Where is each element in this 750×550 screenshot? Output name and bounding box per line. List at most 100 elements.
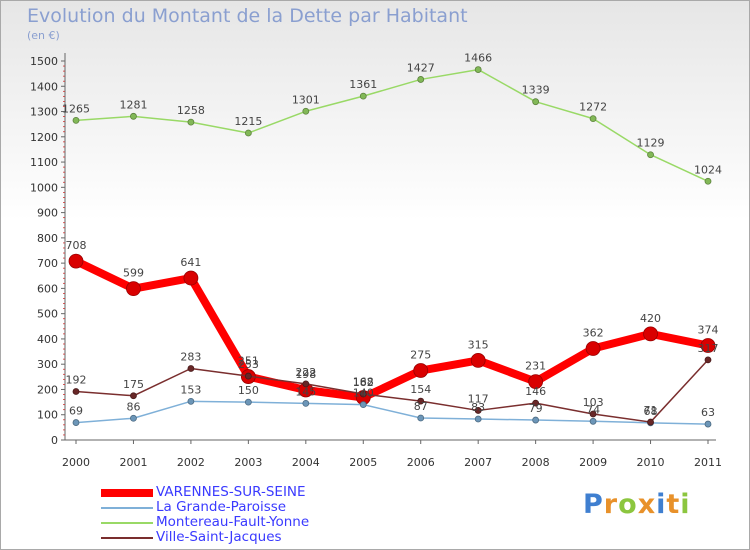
data-point — [302, 107, 310, 115]
chart-subtitle: (en €) — [27, 29, 60, 42]
data-point — [130, 112, 137, 120]
data-label: 150 — [238, 384, 259, 397]
x-tick-label: 2004 — [292, 456, 320, 469]
data-label: 1361 — [349, 78, 377, 91]
data-point — [647, 418, 654, 426]
y-tick-label: 700 — [37, 257, 58, 270]
data-label: 1265 — [62, 102, 90, 115]
data-label: 1281 — [119, 98, 147, 111]
x-tick-label: 2009 — [579, 456, 607, 469]
data-point — [72, 116, 80, 124]
data-label: 420 — [640, 312, 661, 325]
y-tick-label: 300 — [37, 358, 58, 371]
data-label: 192 — [66, 373, 87, 386]
data-label: 1129 — [637, 137, 665, 150]
x-tick-label: 2003 — [234, 456, 262, 469]
data-point — [528, 374, 544, 390]
data-point — [474, 407, 482, 414]
data-label: 1339 — [522, 84, 550, 97]
data-point — [704, 356, 712, 364]
legend-swatch — [101, 489, 153, 497]
data-point — [130, 414, 137, 422]
data-label: 1301 — [292, 93, 320, 106]
data-label: 146 — [525, 385, 546, 398]
legend-swatch — [101, 522, 153, 524]
data-label: 708 — [66, 239, 87, 252]
legend-swatch — [101, 537, 153, 539]
y-tick-label: 200 — [37, 383, 58, 396]
legend-label: La Grande-Paroisse — [156, 499, 287, 515]
data-label: 1258 — [177, 104, 205, 117]
data-point — [126, 281, 141, 297]
y-tick-label: 500 — [37, 308, 58, 321]
data-label: 68 — [644, 405, 658, 418]
y-tick-label: 1100 — [30, 156, 58, 169]
data-point — [532, 416, 540, 424]
y-tick-label: 0 — [51, 434, 58, 447]
logo-letter: o — [618, 489, 638, 520]
data-point — [532, 98, 540, 106]
data-point — [589, 410, 597, 418]
data-point — [704, 420, 712, 428]
data-label: 175 — [123, 378, 144, 391]
data-point — [187, 365, 195, 372]
data-label: 1024 — [694, 163, 722, 176]
data-label: 283 — [180, 350, 201, 363]
logo-letter: r — [603, 489, 619, 520]
logo-letter: i — [680, 489, 691, 520]
data-label: 63 — [701, 406, 715, 419]
data-label: 182 — [353, 376, 374, 389]
data-label: 599 — [123, 267, 144, 280]
data-point — [643, 326, 658, 342]
data-label: 222 — [295, 366, 316, 379]
x-tick-label: 2007 — [464, 456, 492, 469]
data-point — [474, 415, 482, 423]
data-point — [700, 338, 716, 353]
data-label: 1215 — [234, 115, 262, 128]
data-point — [187, 118, 195, 126]
data-label: 154 — [410, 383, 431, 396]
data-label: 103 — [583, 396, 604, 409]
y-tick-label: 1300 — [30, 106, 58, 119]
data-label: 641 — [180, 256, 201, 269]
x-tick-label: 2000 — [62, 456, 90, 469]
data-point — [302, 380, 310, 388]
data-point — [244, 372, 252, 380]
data-point — [244, 398, 252, 406]
data-point — [704, 177, 712, 185]
logo-letter: t — [666, 489, 681, 520]
logo-letter: i — [656, 489, 667, 520]
y-tick-label: 100 — [37, 409, 58, 422]
x-tick-label: 2011 — [694, 456, 722, 469]
data-point — [589, 115, 597, 123]
data-point — [474, 66, 482, 73]
data-point — [585, 341, 601, 356]
data-point — [413, 363, 429, 378]
data-label: 1272 — [579, 101, 607, 114]
legend-swatch — [101, 507, 153, 509]
data-label: 374 — [698, 324, 719, 337]
x-tick-label: 2001 — [119, 456, 147, 469]
data-point — [359, 401, 367, 409]
data-label: 117 — [468, 392, 489, 405]
data-label: 315 — [468, 338, 489, 351]
data-label: 74 — [586, 403, 600, 416]
data-point — [302, 399, 310, 407]
series-line — [75, 359, 709, 423]
data-point — [130, 392, 137, 400]
data-label: 168 — [353, 376, 374, 389]
y-tick-label: 400 — [37, 333, 58, 346]
data-point — [417, 397, 425, 405]
data-label: 87 — [414, 400, 428, 413]
data-point — [647, 151, 654, 159]
data-label: 83 — [471, 401, 485, 414]
y-tick-label: 1500 — [30, 55, 58, 68]
y-tick-label: 1000 — [30, 181, 58, 194]
data-label: 69 — [69, 405, 83, 418]
data-point — [589, 417, 597, 425]
legend-label: Ville-Saint-Jacques — [156, 529, 282, 545]
x-tick-label: 2002 — [177, 456, 205, 469]
data-label: 1427 — [407, 61, 435, 74]
x-tick-label: 2010 — [637, 456, 665, 469]
